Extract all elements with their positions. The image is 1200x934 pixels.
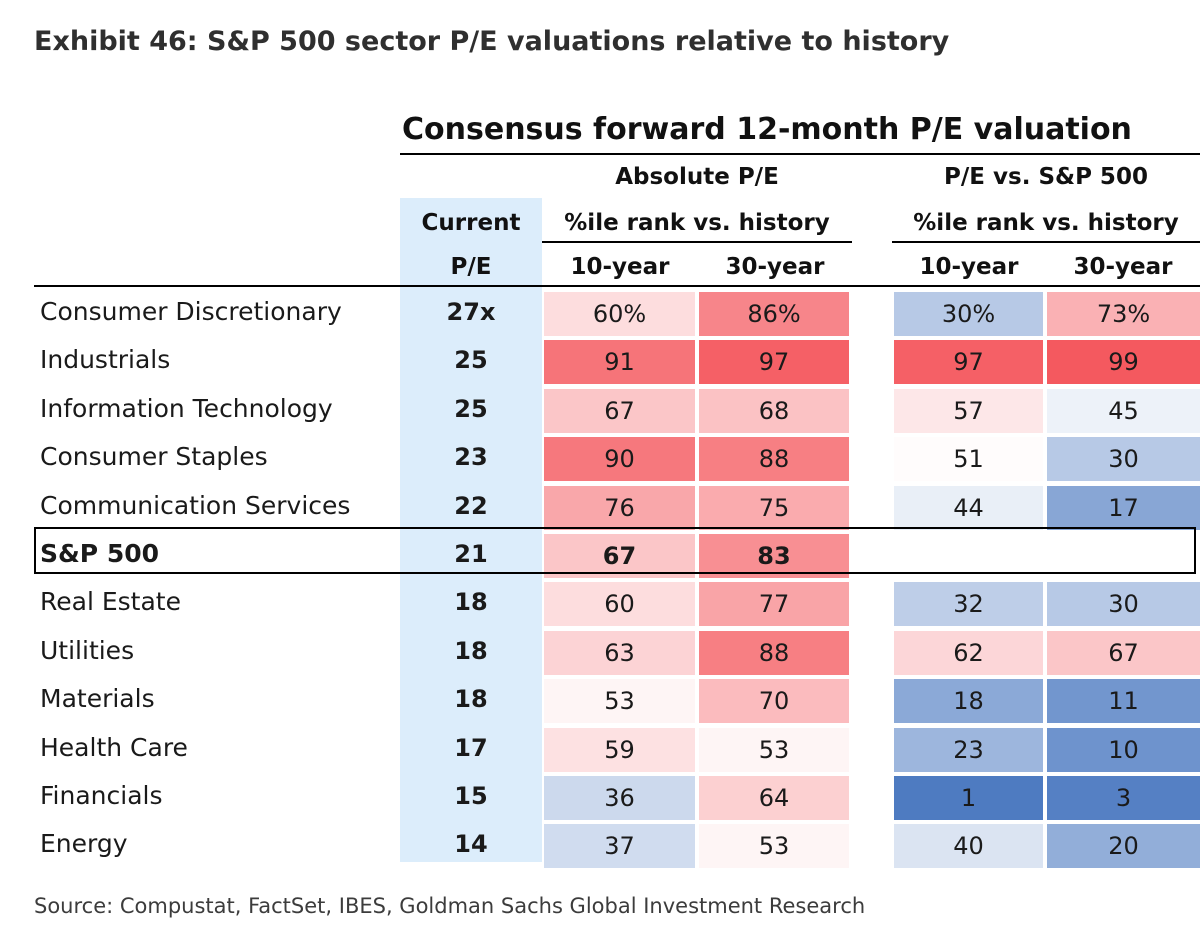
sector-label: Consumer Staples (40, 442, 268, 472)
abs-30yr-cell: 68 (699, 388, 849, 433)
current-pe-column-band (400, 198, 542, 862)
rel-10yr-cell: 51 (894, 437, 1043, 482)
rel-30yr-cell: 17 (1047, 485, 1200, 530)
rel-30yr-cell: 73% (1047, 292, 1200, 336)
current-pe-value: 23 (454, 443, 488, 472)
sp500-highlight-box (34, 527, 1196, 574)
rel-10yr-cell: 40 (894, 824, 1043, 869)
rel-header-underline (892, 241, 1200, 243)
rel-30yr-cell: 10 (1047, 727, 1200, 772)
current-pe-value: 27x (446, 298, 496, 326)
header-abs-10-year: 10-year (570, 254, 670, 280)
exhibit-title: Exhibit 46: S&P 500 sector P/E valuation… (34, 26, 950, 57)
rel-30yr-cell: 30 (1047, 582, 1200, 627)
abs-30yr-cell: 88 (699, 630, 849, 675)
rel-30yr-cell: 3 (1047, 776, 1200, 820)
header-relative-pe: P/E vs. S&P 500 (944, 164, 1148, 190)
header-bottom-rule (34, 285, 892, 287)
current-pe-value: 25 (454, 346, 488, 375)
abs-10yr-cell: 67 (544, 388, 695, 433)
rel-30yr-cell: 20 (1047, 824, 1200, 869)
rel-30yr-cell: 67 (1047, 630, 1200, 675)
sector-label: Consumer Discretionary (40, 297, 342, 326)
rel-10yr-cell: 18 (894, 679, 1043, 724)
abs-10yr-cell: 59 (544, 727, 695, 772)
current-pe-value: 25 (454, 394, 488, 423)
header-absolute-pe: Absolute P/E (615, 164, 779, 190)
header-bottom-rule-right (892, 285, 1200, 287)
rel-30yr-cell: 99 (1047, 340, 1200, 385)
current-pe-value: 21 (454, 540, 488, 568)
abs-10yr-cell: 90 (544, 437, 695, 482)
rel-10yr-cell: 30% (894, 292, 1043, 336)
abs-10yr-cell: 76 (544, 485, 695, 530)
abs-10yr-cell: 53 (544, 679, 695, 724)
rel-30yr-cell: 45 (1047, 388, 1200, 433)
header-rel-30-year: 30-year (1073, 254, 1173, 280)
sector-label: Energy (40, 829, 128, 859)
rel-10yr-cell: 97 (894, 340, 1043, 385)
header-pct-rank-absolute: %ile rank vs. history (564, 210, 830, 236)
rel-10yr-cell: 62 (894, 630, 1043, 675)
current-pe-value: 14 (454, 830, 488, 859)
current-pe-value: 15 (454, 782, 488, 810)
abs-30yr-cell: 53 (699, 727, 849, 772)
header-abs-30-year: 30-year (725, 254, 825, 280)
header-rel-10-year: 10-year (919, 254, 1019, 280)
header-current: Current (421, 210, 521, 236)
abs-30yr-cell: 53 (699, 824, 849, 869)
abs-30yr-cell: 70 (699, 679, 849, 724)
rel-10yr-cell: 1 (894, 776, 1043, 820)
current-pe-value: 22 (454, 491, 488, 520)
section-title: Consensus forward 12-month P/E valuation (402, 112, 1132, 147)
abs-10yr-cell: 67 (544, 534, 695, 578)
abs-30yr-cell: 97 (699, 340, 849, 385)
rel-30yr-cell: 11 (1047, 679, 1200, 724)
abs-header-underline (542, 241, 852, 243)
abs-10yr-cell: 36 (544, 776, 695, 820)
current-pe-value: 17 (454, 733, 488, 762)
sector-label: S&P 500 (40, 539, 160, 568)
header-pct-rank-relative: %ile rank vs. history (913, 210, 1179, 236)
section-title-underline (400, 153, 1200, 155)
rel-10yr-cell: 44 (894, 485, 1043, 530)
abs-30yr-cell: 83 (699, 534, 849, 578)
abs-30yr-cell: 64 (699, 776, 849, 820)
current-pe-value: 18 (454, 588, 488, 617)
sector-label: Materials (40, 684, 155, 714)
sector-label: Information Technology (40, 393, 333, 423)
sector-label: Real Estate (40, 587, 181, 617)
rel-10yr-cell: 23 (894, 727, 1043, 772)
sector-label: Industrials (40, 345, 171, 375)
sector-label: Health Care (40, 732, 188, 762)
abs-30yr-cell: 88 (699, 437, 849, 482)
abs-10yr-cell: 37 (544, 824, 695, 869)
abs-10yr-cell: 60% (544, 292, 695, 336)
abs-10yr-cell: 91 (544, 340, 695, 385)
sector-label: Utilities (40, 635, 135, 665)
abs-10yr-cell: 60 (544, 582, 695, 627)
abs-30yr-cell: 86% (699, 292, 849, 336)
abs-30yr-cell: 77 (699, 582, 849, 627)
rel-10yr-cell: 32 (894, 582, 1043, 627)
abs-10yr-cell: 63 (544, 630, 695, 675)
current-pe-value: 18 (454, 636, 488, 665)
rel-10yr-cell: 57 (894, 388, 1043, 433)
abs-30yr-cell: 75 (699, 485, 849, 530)
sector-label: Financials (40, 781, 163, 810)
sector-label: Communication Services (40, 490, 351, 520)
source-note: Source: Compustat, FactSet, IBES, Goldma… (34, 894, 866, 918)
header-pe: P/E (450, 254, 492, 280)
rel-30yr-cell: 30 (1047, 437, 1200, 482)
current-pe-value: 18 (454, 685, 488, 714)
